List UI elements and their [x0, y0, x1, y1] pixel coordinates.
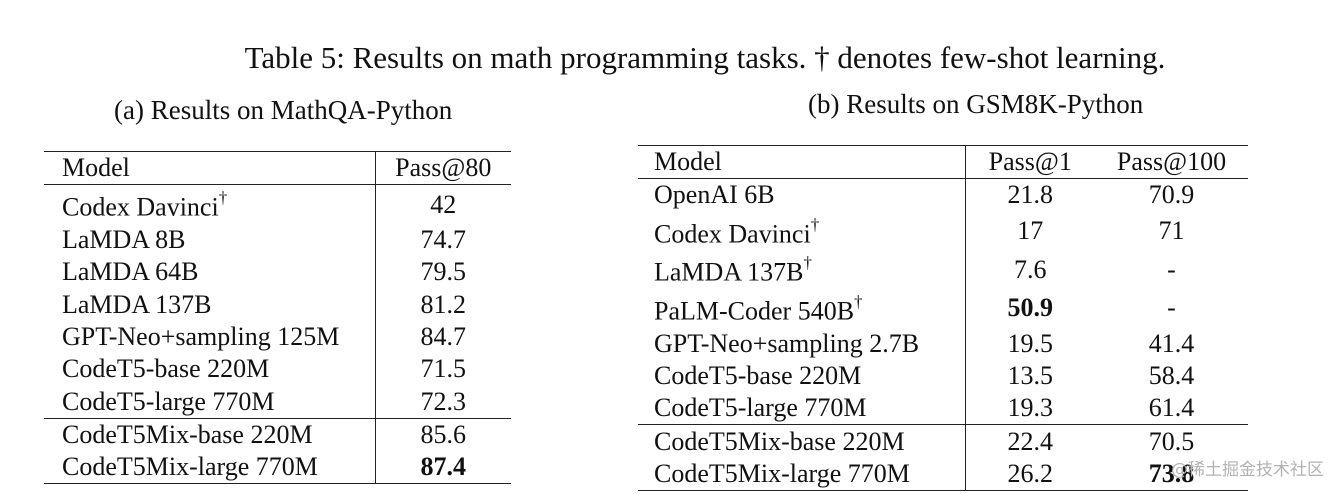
pass80-cell-best: 87.4: [420, 452, 467, 482]
table-row: LaMDA 8B 74.7: [44, 223, 511, 257]
pass100-cell: 58.4: [1148, 361, 1195, 390]
model-cell: CodeT5-base 220M: [638, 359, 966, 393]
pass1-cell: 13.5: [1007, 361, 1054, 390]
watermark: @稀土掘金技术社区: [1171, 460, 1324, 480]
header-pass1: Pass@1: [965, 145, 1095, 180]
table-row: GPT-Neo+sampling 2.7B 19.5 41.4: [638, 327, 1248, 360]
model-cell: GPT-Neo+sampling 2.7B: [638, 327, 966, 360]
table-row: OpenAI 6B 21.8 70.9: [638, 178, 1248, 212]
model-cell: CodeT5Mix-large 770M: [44, 451, 376, 484]
pass80-cell: 42: [430, 189, 457, 219]
table-row: LaMDA 137B 81.2: [44, 288, 511, 321]
model-cell: Codex Davinci†: [44, 184, 376, 224]
gsm8k-results-table: Model Pass@1 Pass@100 OpenAI 6B 21.8 70.…: [638, 145, 1248, 492]
model-name: PaLM-Coder 540B: [654, 296, 855, 326]
model-cell: CodeT5-large 770M: [44, 385, 376, 419]
model-cell: CodeT5Mix-base 220M: [638, 424, 966, 458]
table-row: CodeT5Mix-base 220M 22.4 70.5: [638, 424, 1248, 458]
model-cell: GPT-Neo+sampling 125M: [44, 320, 376, 354]
pass80-cell: 71.5: [420, 354, 467, 384]
model-cell: CodeT5-base 220M: [44, 353, 376, 386]
pass80-cell: 74.7: [420, 225, 467, 255]
pass1-cell-best: 50.9: [1007, 293, 1054, 323]
dagger-mark: †: [810, 214, 820, 234]
pass100-cell: 61.4: [1148, 393, 1195, 423]
pass80-cell: 85.6: [375, 417, 511, 452]
pass1-cell: 19.5: [1007, 328, 1054, 358]
model-cell: LaMDA 137B†: [638, 250, 966, 289]
dagger-mark: †: [218, 188, 228, 208]
pass100-cell: 41.4: [1148, 328, 1195, 358]
pass80-cell: 84.7: [420, 321, 467, 351]
model-cell: PaLM-Coder 540B†: [638, 288, 966, 328]
table-row: CodeT5Mix-large 770M 26.2 73.8: [638, 457, 1248, 491]
model-cell: OpenAI 6B: [638, 178, 966, 212]
pass100-cell: 70.5: [1095, 424, 1248, 458]
pass1-cell: 26.2: [1007, 458, 1054, 488]
pass1-cell: 22.4: [965, 424, 1095, 458]
table-caption: Table 5: Results on math programming tas…: [244, 40, 1166, 75]
dagger-mark: †: [803, 253, 813, 273]
model-cell: CodeT5Mix-base 220M: [44, 417, 376, 452]
pass80-cell: 81.2: [420, 289, 467, 319]
table-row: CodeT5Mix-large 770M 87.4: [44, 451, 511, 484]
pass1-cell: 19.3: [1007, 393, 1054, 423]
model-cell: CodeT5-large 770M: [638, 392, 966, 425]
pass1-cell: 21.8: [1007, 180, 1054, 210]
pass100-cell: 70.9: [1148, 180, 1195, 210]
table-row: CodeT5-large 770M 72.3: [44, 385, 511, 419]
table-row: LaMDA 64B 79.5: [44, 256, 511, 289]
table-header-row: Model Pass@80: [44, 151, 511, 186]
table-row: CodeT5-base 220M 13.5 58.4: [638, 359, 1248, 393]
header-pass100: Pass@100: [1095, 145, 1248, 180]
pass100-cell: 71: [1158, 215, 1185, 245]
table-row: Codex Davinci† 42: [44, 184, 511, 224]
table-row: CodeT5Mix-base 220M 85.6: [44, 417, 511, 452]
subcaption-b: (b) Results on GSM8K-Python: [808, 89, 1144, 119]
table-header-row: Model Pass@1 Pass@100: [638, 145, 1248, 180]
pass100-cell-best: 73.8: [1148, 458, 1195, 488]
pass80-cell: 72.3: [420, 386, 467, 416]
dagger-mark: †: [854, 291, 863, 311]
header-model: Model: [638, 145, 966, 180]
subcaption-a: (a) Results on MathQA-Python: [114, 95, 453, 125]
table-row: GPT-Neo+sampling 125M 84.7: [44, 320, 511, 354]
model-cell: LaMDA 64B: [44, 256, 376, 289]
model-name: LaMDA 137B: [654, 257, 804, 287]
table-row: LaMDA 137B† 7.6 -: [638, 250, 1248, 289]
model-cell: Codex Davinci†: [638, 211, 966, 251]
table-row: CodeT5-large 770M 19.3 61.4: [638, 392, 1248, 425]
header-pass80: Pass@80: [375, 151, 511, 186]
model-name: Codex Davinci: [654, 219, 811, 249]
model-name: Codex Davinci: [62, 192, 219, 222]
table-row: CodeT5-base 220M 71.5: [44, 353, 511, 386]
table-row: PaLM-Coder 540B† 50.9 -: [638, 288, 1248, 328]
table-row: Codex Davinci† 17 71: [638, 211, 1248, 251]
pass80-cell: 79.5: [420, 257, 467, 287]
pass100-cell: -: [1167, 254, 1176, 284]
pass1-cell: 17: [1017, 215, 1044, 245]
model-cell: LaMDA 137B: [44, 288, 376, 321]
mathqa-results-table: Model Pass@80 Codex Davinci† 42 LaMDA 8B…: [44, 151, 511, 485]
model-cell: CodeT5Mix-large 770M: [638, 457, 966, 491]
pass1-cell: 7.6: [1014, 254, 1047, 284]
pass100-cell: -: [1167, 293, 1176, 323]
header-model: Model: [44, 151, 376, 186]
model-cell: LaMDA 8B: [44, 223, 376, 257]
